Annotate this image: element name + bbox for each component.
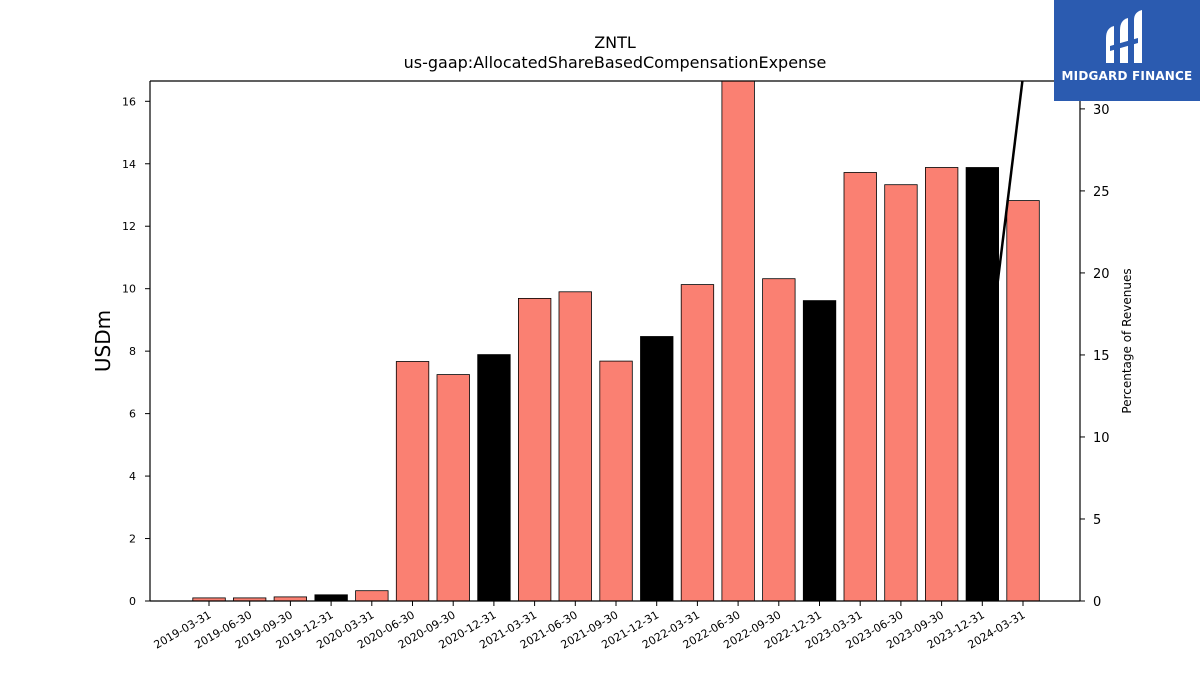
bar-2020-03-31	[355, 590, 389, 601]
bar-2021-06-30	[558, 291, 592, 601]
bar-2020-06-30	[395, 361, 430, 601]
chart-title: ZNTL	[594, 33, 636, 52]
bar-2019-12-31	[314, 594, 348, 601]
bar-2021-12-31	[640, 336, 674, 601]
y-tick-label: 14	[122, 158, 136, 171]
y-tick-label: 10	[122, 283, 136, 296]
bar-2022-06-30	[721, 81, 755, 601]
midgard-logo-icon	[1106, 10, 1142, 63]
bar-2019-06-30	[232, 597, 267, 601]
logo-text: MIDGARD FINANCE	[1061, 69, 1193, 83]
y2-tick-label: 15	[1093, 349, 1110, 364]
y2-tick-label: 30	[1093, 103, 1110, 118]
bar-2021-03-31	[518, 297, 552, 601]
bar-2023-09-30	[925, 167, 959, 601]
y2-axis-label: Percentage of Revenues	[1120, 268, 1134, 413]
midgard-finance-logo: MIDGARD FINANCE	[1054, 0, 1200, 101]
y2-tick-label: 10	[1093, 431, 1110, 446]
bar-2022-03-31	[680, 284, 715, 601]
y2-tick-label: 0	[1093, 595, 1101, 610]
bar-2023-06-30	[884, 184, 918, 601]
bar-2022-12-31	[802, 300, 837, 601]
chart-subtitle: us-gaap:AllocatedShareBasedCompensationE…	[404, 53, 827, 72]
y-axis-label: USDm	[91, 310, 115, 372]
bar-2024-03-31	[1006, 200, 1040, 601]
bar-2023-12-31	[965, 167, 999, 601]
y-tick-label: 0	[129, 595, 136, 608]
bar-2019-09-30	[273, 596, 308, 601]
y-tick-label: 12	[122, 220, 136, 233]
y-tick-label: 6	[129, 408, 136, 421]
bar-2020-09-30	[436, 374, 470, 601]
y2-tick-label: 25	[1093, 185, 1110, 200]
bar-2023-03-31	[843, 172, 877, 601]
y-tick-label: 4	[129, 470, 136, 483]
bar-2020-12-31	[477, 354, 511, 601]
percentage-line	[981, 81, 1024, 408]
y-tick-label: 2	[129, 533, 136, 546]
bar-2019-03-31	[192, 597, 226, 601]
y-tick-label: 8	[129, 345, 136, 358]
y-tick-label: 16	[122, 95, 136, 108]
bar-2022-09-30	[762, 278, 796, 601]
y2-tick-label: 20	[1093, 267, 1110, 282]
bar-2021-09-30	[599, 360, 633, 601]
y2-tick-label: 5	[1093, 513, 1101, 528]
